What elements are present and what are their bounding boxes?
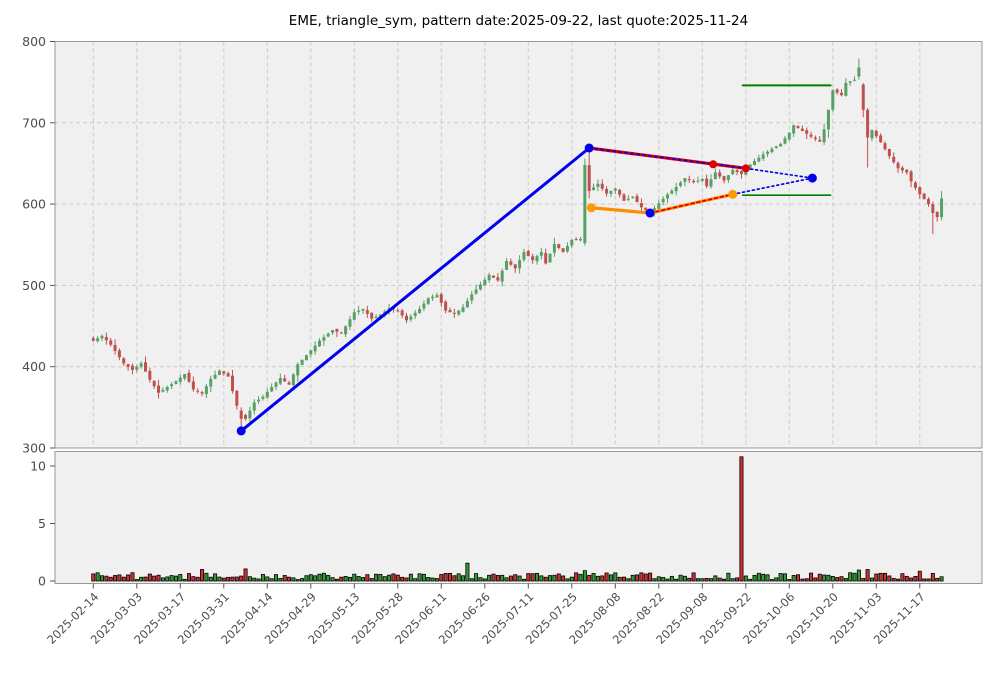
svg-text:800: 800 bbox=[22, 34, 46, 49]
svg-text:700: 700 bbox=[22, 115, 46, 130]
svg-text:600: 600 bbox=[22, 197, 46, 212]
svg-text:5: 5 bbox=[38, 516, 46, 531]
volume-bars-group bbox=[91, 456, 944, 582]
svg-text:300: 300 bbox=[22, 441, 46, 456]
pattern-lines-group bbox=[239, 84, 832, 433]
chart-title: EME, triangle_sym, pattern date:2025-09-… bbox=[288, 13, 749, 29]
axes-spines bbox=[54, 41, 983, 584]
svg-text:10: 10 bbox=[30, 459, 46, 474]
svg-text:400: 400 bbox=[22, 359, 46, 374]
pattern-dots-group bbox=[236, 143, 817, 436]
svg-text:500: 500 bbox=[22, 278, 46, 293]
svg-text:0: 0 bbox=[38, 574, 46, 589]
candles-group bbox=[91, 58, 944, 431]
